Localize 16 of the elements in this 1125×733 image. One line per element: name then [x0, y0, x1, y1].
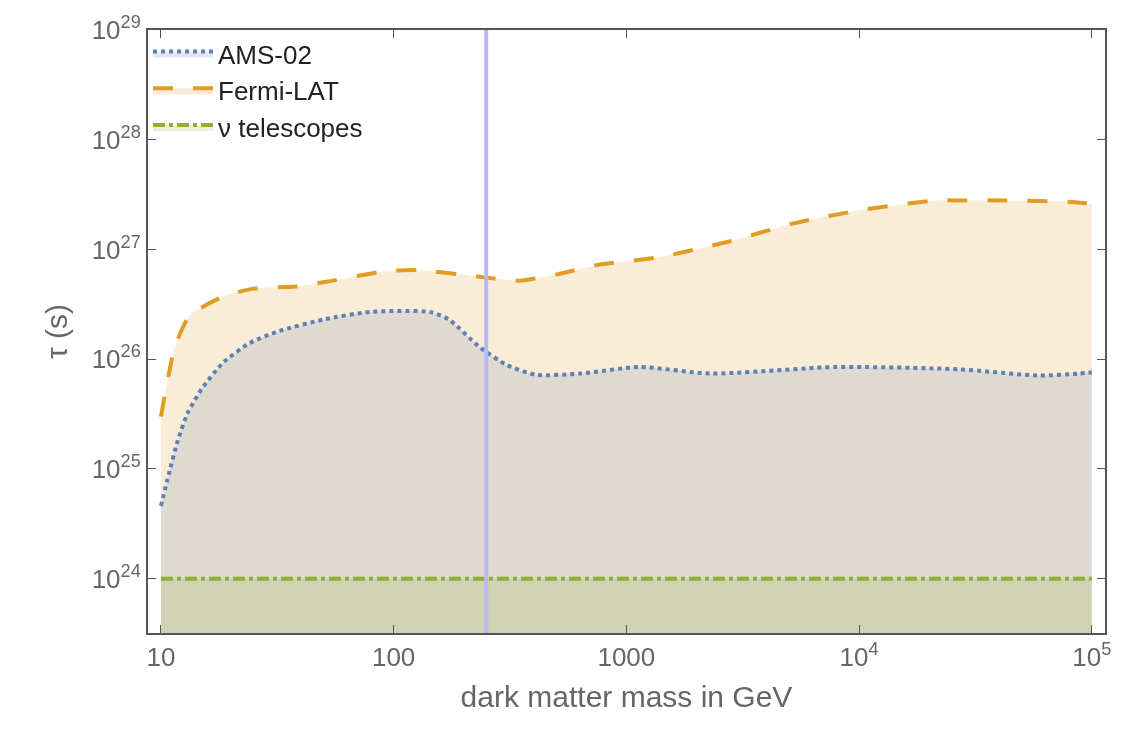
y-tick-label: 10$^{26}$: [91, 341, 141, 375]
x-tick-label: 1000: [597, 642, 656, 673]
x-tick-label: 100: [371, 642, 416, 673]
legend-label: AMS-02: [218, 39, 312, 70]
legend-label: Fermi-LAT: [218, 76, 339, 107]
y-tick-label: 10$^{28}$: [91, 121, 141, 155]
y-tick-label: 10$^{29}$: [91, 12, 141, 46]
x-tick-label: 10$^{4}$: [839, 639, 879, 673]
x-tick-label: 10$^{5}$: [1072, 639, 1112, 673]
x-axis-title: dark matter mass in GeV: [460, 680, 793, 714]
x-tick-label: 10: [146, 642, 176, 673]
y-tick-label: 10$^{25}$: [91, 451, 141, 485]
y-axis-title: τ (s): [40, 303, 74, 360]
y-tick-label: 10$^{27}$: [91, 231, 141, 265]
legend-label: ν telescopes: [218, 113, 363, 144]
y-tick-label: 10$^{24}$: [91, 560, 141, 594]
